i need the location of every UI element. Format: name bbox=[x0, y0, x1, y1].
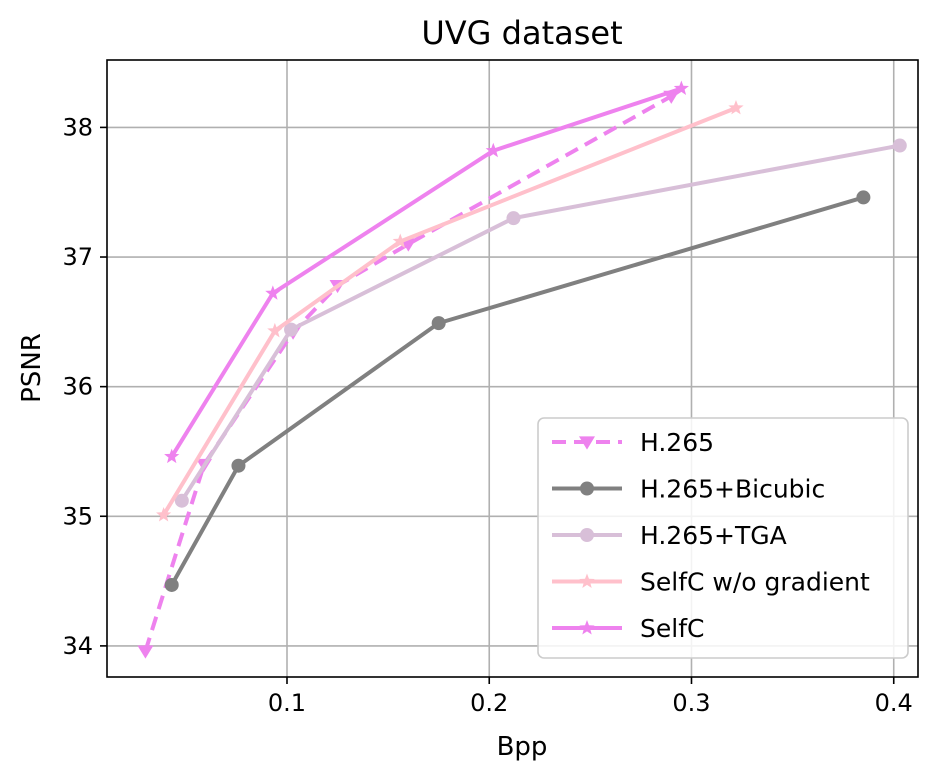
legend-entry: SelfC w/o gradient bbox=[552, 568, 870, 597]
legend-label: SelfC w/o gradient bbox=[640, 568, 870, 597]
series-1 bbox=[164, 190, 871, 592]
legend-box bbox=[537, 417, 909, 659]
data-point bbox=[892, 138, 907, 153]
data-point bbox=[164, 448, 180, 464]
y-tick-label: 36 bbox=[62, 373, 93, 401]
legend-label: H.265+Bicubic bbox=[640, 475, 825, 504]
data-point bbox=[156, 506, 172, 522]
data-point bbox=[673, 80, 689, 95]
data-point bbox=[137, 645, 154, 659]
data-point bbox=[392, 233, 408, 248]
data-point bbox=[856, 190, 871, 205]
data-point bbox=[485, 142, 501, 158]
series-line bbox=[169, 195, 864, 586]
data-point bbox=[265, 285, 281, 300]
series-line bbox=[161, 106, 737, 517]
series-4 bbox=[164, 80, 689, 464]
legend-marker bbox=[579, 573, 595, 588]
legend-entry: H.265+TGA bbox=[552, 521, 787, 550]
data-point bbox=[267, 322, 283, 338]
x-tick-label: 0.4 bbox=[875, 689, 913, 717]
series-2 bbox=[174, 138, 907, 508]
legend-label: H.265+TGA bbox=[640, 521, 787, 550]
legend-entry: H.265+Bicubic bbox=[552, 475, 825, 504]
y-axis-label: PSNR bbox=[17, 333, 47, 403]
data-point bbox=[284, 322, 299, 337]
data-point bbox=[174, 493, 189, 508]
series-line bbox=[180, 143, 901, 502]
plot-area bbox=[137, 80, 907, 659]
y-tick-label: 35 bbox=[62, 502, 93, 530]
series-3 bbox=[156, 99, 744, 522]
y-tick-label: 34 bbox=[62, 632, 93, 660]
x-tick-label: 0.2 bbox=[470, 689, 508, 717]
data-point bbox=[506, 211, 521, 226]
x-tick-label: 0.1 bbox=[268, 689, 306, 717]
legend: H.265 H.265+Bicubic H.265+TGA SelfC w/o gra… bbox=[537, 417, 909, 659]
legend-label: SelfC bbox=[640, 614, 704, 643]
x-axis-label: Bpp bbox=[497, 732, 548, 762]
legend-marker bbox=[580, 481, 594, 496]
data-point bbox=[431, 316, 446, 331]
ticks: 0.1 0.2 0.3 0.4 34 35 36 37 38 bbox=[62, 113, 912, 717]
chart-title: UVG dataset bbox=[421, 14, 622, 52]
legend-marker bbox=[580, 528, 594, 542]
y-tick-label: 38 bbox=[62, 113, 93, 141]
series-line bbox=[170, 86, 682, 458]
data-point bbox=[728, 99, 744, 115]
data-point bbox=[231, 458, 246, 473]
legend-marker bbox=[579, 436, 595, 450]
data-point bbox=[164, 577, 179, 592]
legend-label: H.265 bbox=[640, 428, 714, 457]
legend-marker bbox=[579, 620, 595, 635]
y-tick-label: 37 bbox=[62, 243, 93, 271]
legend-entry: H.265 bbox=[552, 428, 714, 457]
legend-entry: SelfC bbox=[552, 614, 704, 643]
x-tick-label: 0.3 bbox=[672, 689, 710, 717]
axes-frame bbox=[106, 59, 919, 678]
